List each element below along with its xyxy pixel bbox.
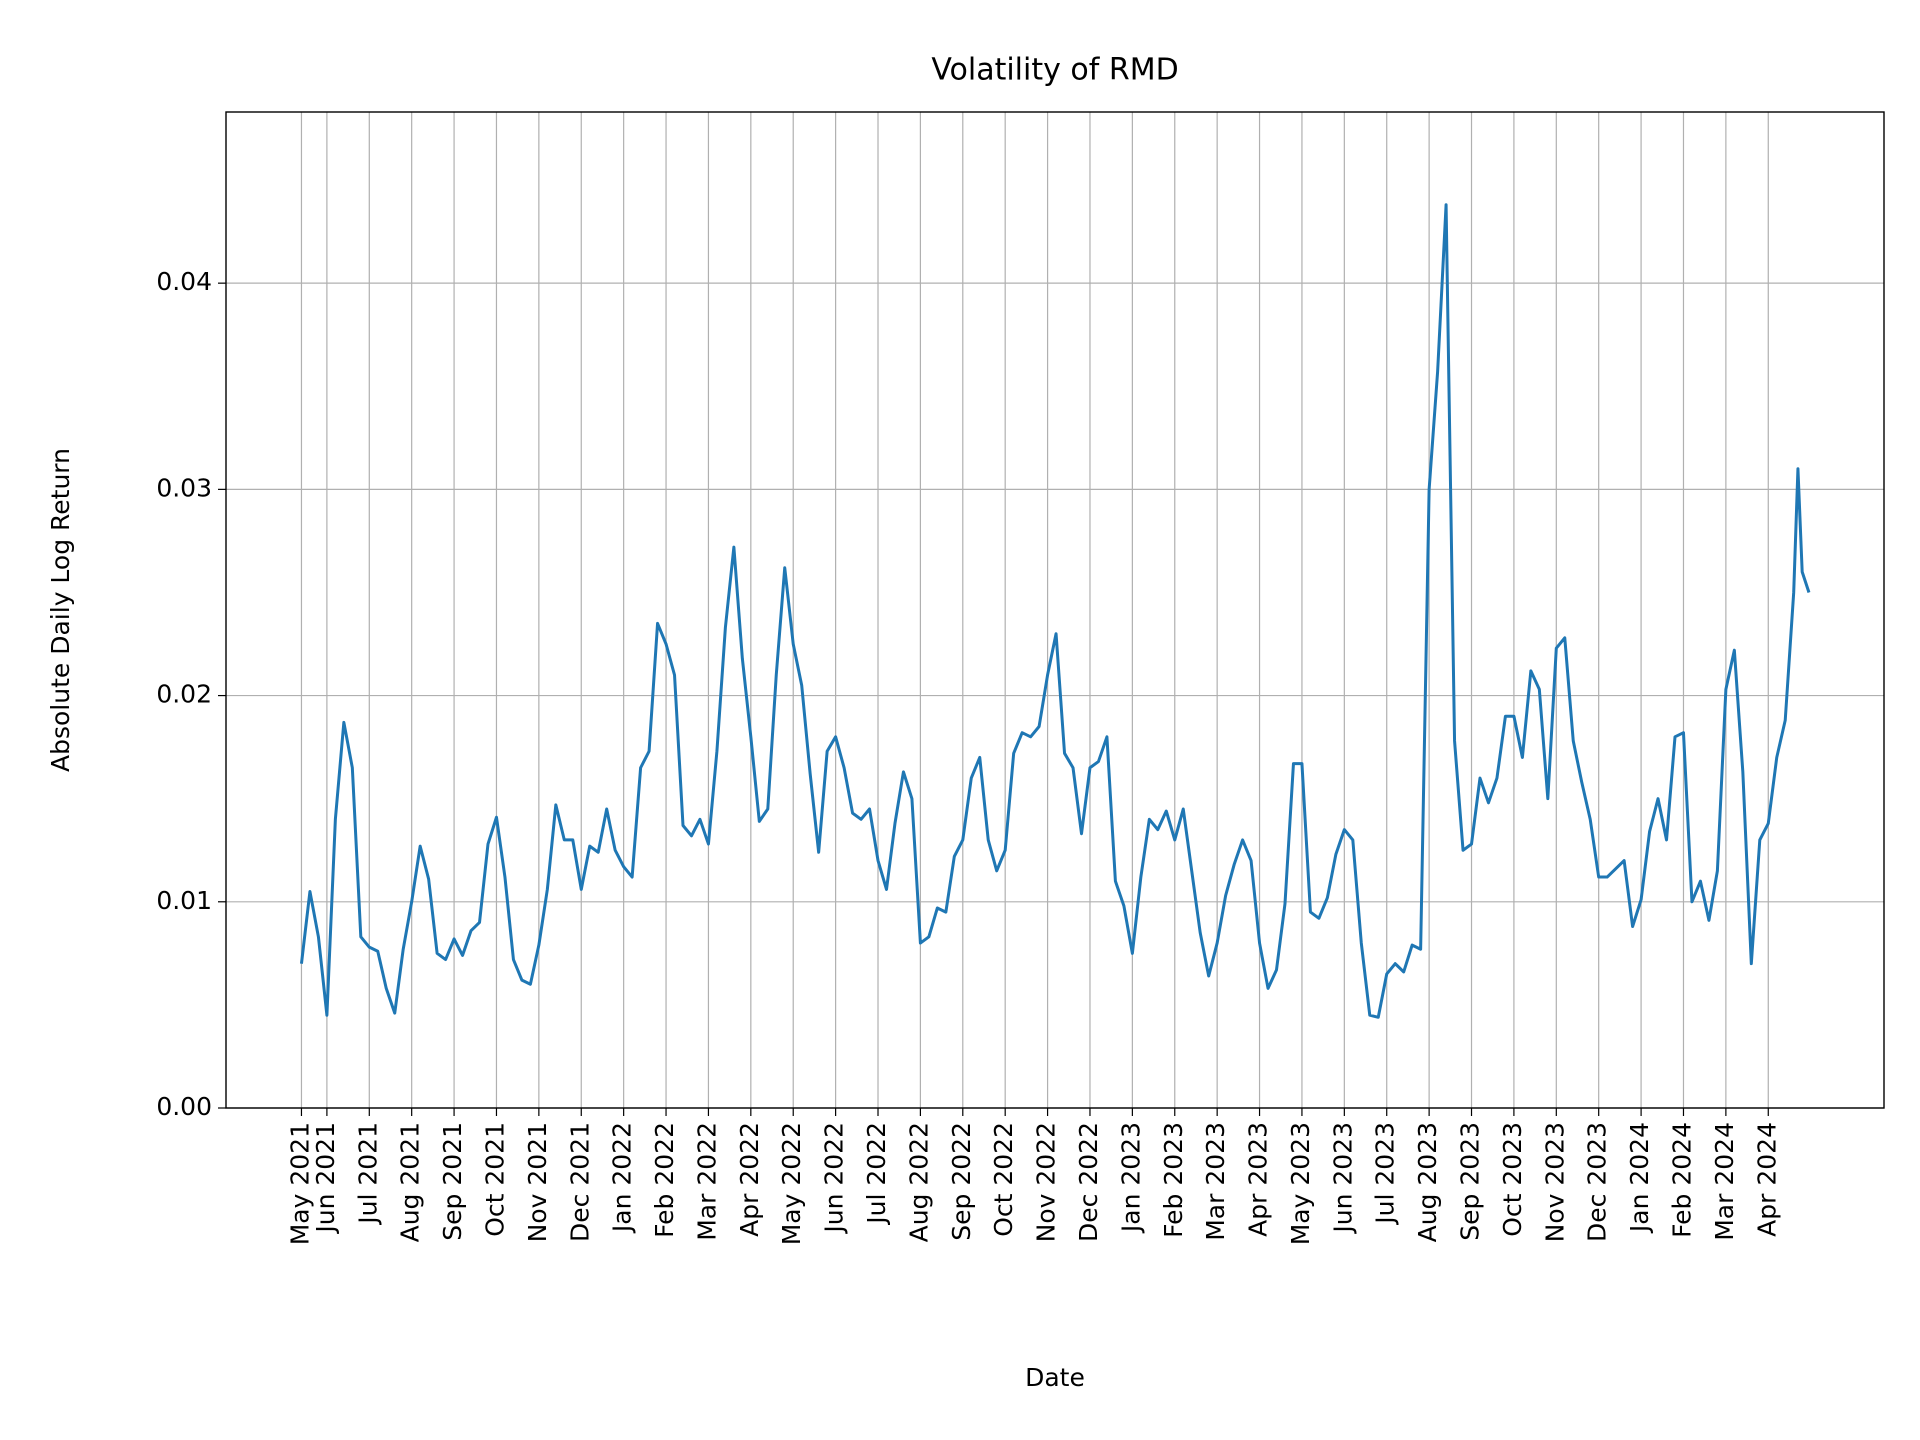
x-tick-label: Oct 2022 [989,1122,1018,1237]
x-tick-label: Jul 2021 [353,1122,382,1226]
x-tick-label: Apr 2024 [1752,1122,1781,1237]
x-tick-label: May 2021 [285,1122,314,1245]
y-tick-label: 0.02 [156,680,212,709]
data-line [299,203,1811,1019]
x-tick-label: Sep 2023 [1456,1122,1485,1241]
x-tick-label: May 2022 [777,1122,806,1245]
x-tick-label: May 2023 [1286,1122,1315,1245]
y-tick-label: 0.03 [156,473,212,502]
x-tick-label: Jul 2023 [1371,1122,1400,1226]
x-tick-label: Aug 2022 [904,1122,933,1242]
x-tick-label: Jan 2024 [1625,1122,1654,1234]
x-tick-label: Jan 2022 [608,1122,637,1234]
x-tick-label: Nov 2021 [523,1122,552,1242]
x-tick-label: Oct 2023 [1498,1122,1527,1237]
x-tick-label: Aug 2023 [1413,1122,1442,1242]
x-tick-label: Nov 2022 [1032,1122,1061,1242]
x-tick-label: Sep 2022 [947,1122,976,1241]
x-tick-label: Jul 2022 [862,1122,891,1226]
chart-title: Volatility of RMD [931,53,1178,88]
x-tick-label: Jun 2021 [311,1122,340,1235]
x-tick-label: Jun 2023 [1328,1122,1357,1235]
y-axis-label: Absolute Daily Log Return [46,448,75,772]
x-tick-label: Mar 2024 [1710,1122,1739,1241]
x-tick-label: Apr 2022 [735,1122,764,1237]
x-tick-label: Dec 2023 [1583,1122,1612,1242]
x-tick-label: Oct 2021 [480,1122,509,1237]
x-tick-label: Feb 2024 [1667,1122,1696,1238]
x-tick-label: Dec 2022 [1074,1122,1103,1242]
x-tick-label: Dec 2021 [565,1122,594,1242]
y-tick-label: 0.00 [156,1092,212,1121]
x-tick-label: Feb 2022 [650,1122,679,1238]
x-tick-label: Mar 2023 [1201,1122,1230,1241]
x-tick-label: Jun 2022 [820,1122,849,1235]
x-tick-label: Apr 2023 [1244,1122,1273,1237]
x-tick-label: Sep 2021 [438,1122,467,1241]
x-tick-label: Aug 2021 [396,1122,425,1242]
x-axis-label: Date [1025,1363,1085,1392]
x-tick-label: Nov 2023 [1540,1122,1569,1242]
x-tick-label: Jan 2023 [1116,1122,1145,1234]
y-tick-label: 0.01 [156,886,212,915]
x-tick-label: Mar 2022 [692,1122,721,1241]
plot-frame [225,111,1885,1109]
y-tick-label: 0.04 [156,267,212,296]
x-tick-label: Feb 2023 [1159,1122,1188,1238]
